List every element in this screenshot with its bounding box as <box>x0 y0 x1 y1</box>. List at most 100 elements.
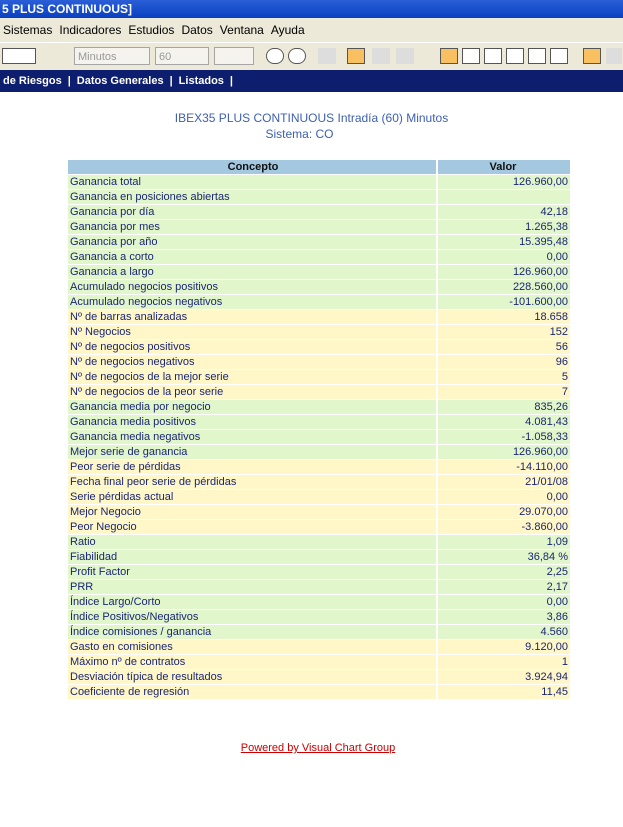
value-cell: 4.081,43 <box>438 415 570 429</box>
tool-icon[interactable] <box>606 48 622 64</box>
value-cell: 126.960,00 <box>438 175 570 189</box>
concept-cell: PRR <box>68 580 436 594</box>
tool-icon[interactable] <box>42 48 60 64</box>
timeframe-combo[interactable]: Minutos <box>74 47 150 65</box>
window-icon[interactable] <box>440 48 458 64</box>
value-cell: 0,00 <box>438 250 570 264</box>
window-icon[interactable] <box>528 48 546 64</box>
value-cell: 96 <box>438 355 570 369</box>
value-cell: 126.960,00 <box>438 445 570 459</box>
concept-cell: Ganancia total <box>68 175 436 189</box>
menu-item[interactable]: Ayuda <box>270 23 305 37</box>
value-cell: 9.120,00 <box>438 640 570 654</box>
concept-cell: Fecha final peor serie de pérdidas <box>68 475 436 489</box>
concept-cell: Ganancia en posiciones abiertas <box>68 190 436 204</box>
nav-link[interactable]: de Riesgos <box>3 75 62 87</box>
value-cell: 1 <box>438 655 570 669</box>
zoom-in[interactable] <box>288 48 306 64</box>
concept-cell: Índice Positivos/Negativos <box>68 610 436 624</box>
value-cell: 42,18 <box>438 205 570 219</box>
value-cell <box>438 190 570 204</box>
concept-cell: Nº Negocios <box>68 325 436 339</box>
toolbar: Minutos 60 <box>0 42 623 70</box>
concept-cell: Acumulado negocios negativos <box>68 295 436 309</box>
menu-item[interactable]: Ventana <box>219 23 264 37</box>
value-cell: 15.395,48 <box>438 235 570 249</box>
pointer-icon[interactable] <box>583 48 601 64</box>
value-cell: 152 <box>438 325 570 339</box>
concept-cell: Coeficiente de regresión <box>68 685 436 699</box>
nav-bar: de Riesgos | Datos Generales | Listados | <box>0 70 623 92</box>
value-cell: -14.110,00 <box>438 460 570 474</box>
period-combo[interactable]: 60 <box>155 47 209 65</box>
separator: | <box>169 75 173 87</box>
value-cell: -3.860,00 <box>438 520 570 534</box>
window-icon[interactable] <box>550 48 568 64</box>
concept-cell: Fiabilidad <box>68 550 436 564</box>
footer-link[interactable]: Powered by Visual Chart Group <box>240 742 396 754</box>
tool-icon[interactable] <box>347 48 365 64</box>
concept-cell: Nº de negocios negativos <box>68 355 436 369</box>
tool-icon[interactable] <box>318 48 336 64</box>
value-cell: 835,26 <box>438 400 570 414</box>
tool-icon[interactable] <box>396 48 414 64</box>
concept-cell: Nº de negocios de la peor serie <box>68 385 436 399</box>
concept-cell: Ganancia por día <box>68 205 436 219</box>
window-icon[interactable] <box>484 48 502 64</box>
window-icon[interactable] <box>462 48 480 64</box>
header-cell: Concepto <box>68 160 436 174</box>
value-cell: 126.960,00 <box>438 265 570 279</box>
window-icon[interactable] <box>506 48 524 64</box>
concept-cell: Ganancia media negativos <box>68 430 436 444</box>
concept-cell: Índice Largo/Corto <box>68 595 436 609</box>
menu-item[interactable]: Estudios <box>128 23 175 37</box>
value-cell: 36,84 % <box>438 550 570 564</box>
value-cell: 3,86 <box>438 610 570 624</box>
menu-bar: Sistemas Indicadores Estudios Datos Ventana A… <box>0 18 623 42</box>
value-cell: 4.560 <box>438 625 570 639</box>
report-title: IBEX35 PLUS CONTINUOUS Intradía (60) Min… <box>174 111 449 125</box>
nav-link[interactable]: Datos Generales <box>76 75 164 87</box>
value-cell: 2,17 <box>438 580 570 594</box>
concept-cell: Mejor Negocio <box>68 505 436 519</box>
concept-cell: Máximo nº de contratos <box>68 655 436 669</box>
combo[interactable] <box>214 47 254 65</box>
separator: | <box>229 75 233 87</box>
zoom-out[interactable] <box>266 48 284 64</box>
header-cell: Valor <box>438 160 570 174</box>
concept-cell: Ganancia media positivos <box>68 415 436 429</box>
concept-cell: Acumulado negocios positivos <box>68 280 436 294</box>
value-cell: 29.070,00 <box>438 505 570 519</box>
concept-cell: Ratio <box>68 535 436 549</box>
concept-cell: Serie pérdidas actual <box>68 490 436 504</box>
concept-cell: Ganancia por mes <box>68 220 436 234</box>
value-cell: 11,45 <box>438 685 570 699</box>
value-cell: 0,00 <box>438 490 570 504</box>
concept-cell: Gasto en comisiones <box>68 640 436 654</box>
value-cell: 56 <box>438 340 570 354</box>
concept-cell: Mejor serie de ganancia <box>68 445 436 459</box>
menu-item[interactable]: Indicadores <box>59 23 122 37</box>
concept-cell: Peor Negocio <box>68 520 436 534</box>
concept-cell: Peor serie de pérdidas <box>68 460 436 474</box>
concept-cell: Ganancia a largo <box>68 265 436 279</box>
value-cell: 5 <box>438 370 570 384</box>
menu-item[interactable]: Datos <box>181 23 213 37</box>
value-cell: 228.560,00 <box>438 280 570 294</box>
tool-icon[interactable] <box>372 48 390 64</box>
value-cell: -1.058,33 <box>438 430 570 444</box>
nav-link[interactable]: Listados <box>178 75 224 87</box>
value-cell: 3.924,94 <box>438 670 570 684</box>
concept-cell: Nº de negocios de la mejor serie <box>68 370 436 384</box>
concept-cell: Ganancia media por negocio <box>68 400 436 414</box>
concept-cell: Ganancia a corto <box>68 250 436 264</box>
value-cell: 7 <box>438 385 570 399</box>
nav-button[interactable] <box>2 48 36 64</box>
value-cell: 21/01/08 <box>438 475 570 489</box>
concept-cell: Nº de negocios positivos <box>68 340 436 354</box>
value-cell: 18.658 <box>438 310 570 324</box>
concept-cell: Profit Factor <box>68 565 436 579</box>
value-cell: 2,25 <box>438 565 570 579</box>
menu-item[interactable]: Sistemas <box>3 23 53 37</box>
